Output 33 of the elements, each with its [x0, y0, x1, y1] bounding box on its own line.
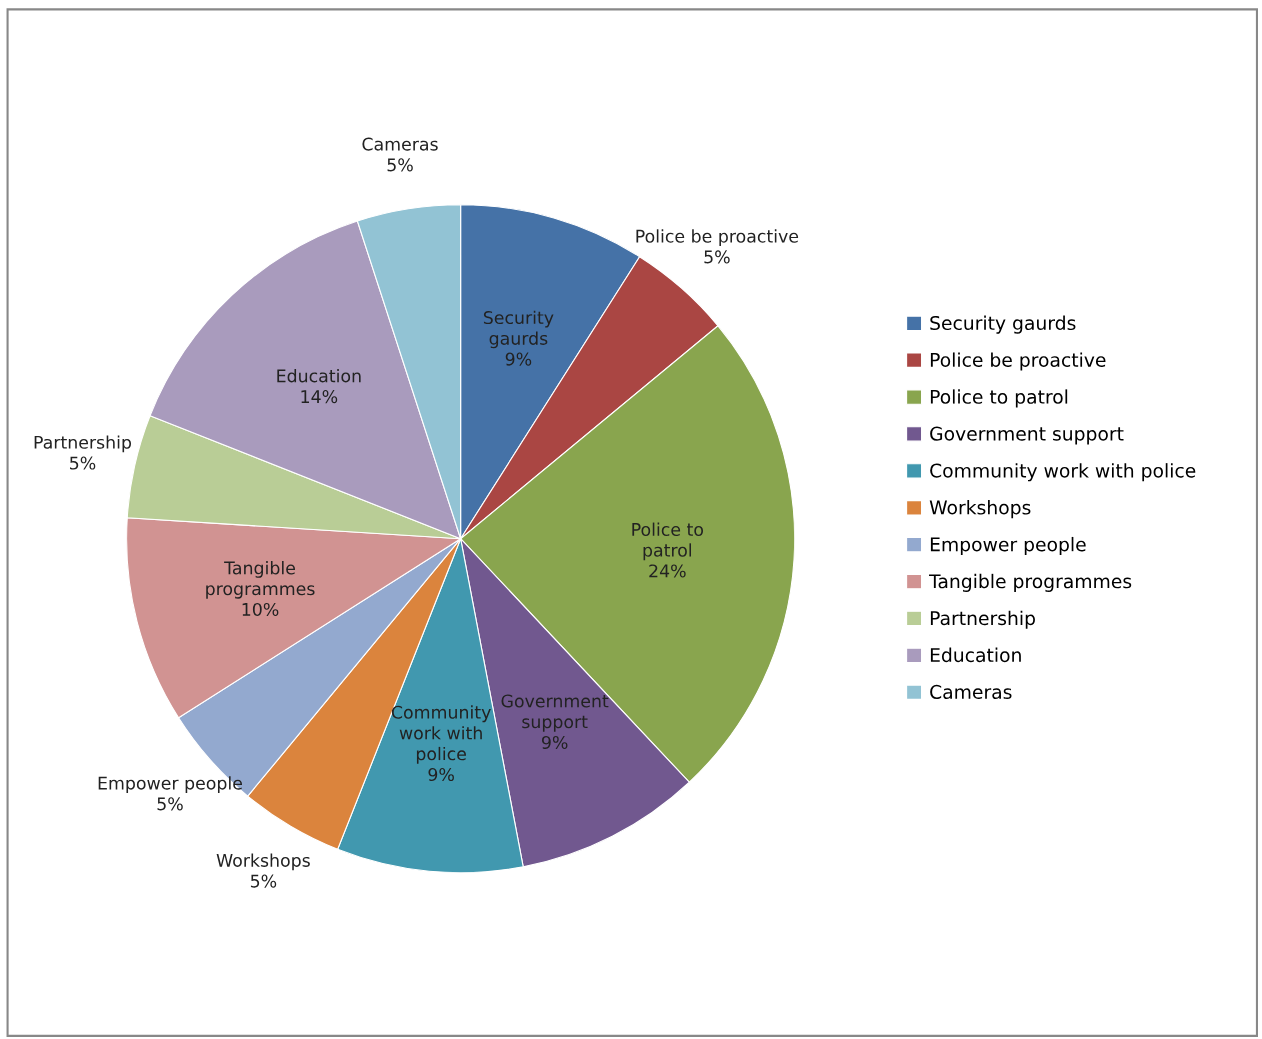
slice-label: Empower people: [98, 776, 242, 793]
data-label: 5%: [70, 456, 96, 470]
data-label: 9%: [541, 735, 568, 750]
data-label: 24%: [649, 564, 686, 578]
slice-label: Education: [277, 368, 361, 383]
data-label: 5%: [157, 797, 183, 811]
slice-label: Government support: [501, 694, 609, 732]
legend-label: Security gaurds: [930, 315, 1076, 334]
slice-label: Police be proactive: [636, 229, 799, 247]
slice-label: Security gaurds: [483, 310, 554, 349]
slice-label: Tangible programmes: [206, 561, 315, 599]
legend-label: Empower people: [930, 536, 1086, 556]
slice-label: Partnership: [34, 435, 132, 453]
legend-label: Government support: [930, 426, 1124, 445]
slice-label: Community work with police: [391, 705, 491, 764]
legend-label: Cameras: [930, 684, 1012, 700]
legend-label: Education: [930, 647, 1021, 663]
data-label: 5%: [704, 250, 730, 264]
slice-label: Police to patrol: [632, 522, 704, 561]
data-label: 5%: [387, 158, 413, 172]
legend-label: Community work with police: [930, 463, 1196, 482]
data-label: 10%: [242, 602, 279, 617]
data-label: 5%: [250, 874, 277, 888]
legend-label: Tangible programmes: [929, 573, 1132, 592]
legend-label: Police to patrol: [930, 389, 1068, 408]
slice-label: Workshops: [216, 853, 310, 871]
data-label: 9%: [505, 352, 532, 366]
legend-label: Police be proactive: [930, 352, 1106, 371]
legend-label: Workshops: [929, 500, 1031, 519]
data-label: 9%: [428, 767, 454, 782]
legend-label: Partnership: [930, 610, 1035, 629]
slice-label: Cameras: [362, 137, 438, 151]
data-label: 14%: [301, 390, 338, 404]
